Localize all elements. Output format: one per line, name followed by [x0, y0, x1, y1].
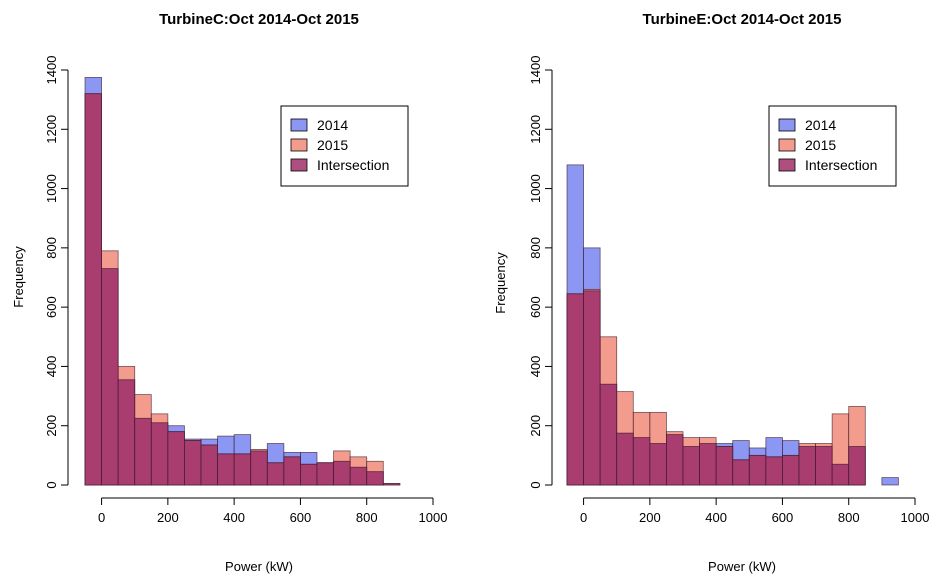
y-tick-label: 600	[528, 296, 543, 318]
y-axis-label: Frequency	[11, 246, 26, 308]
x-axis-label: Power (kW)	[225, 559, 293, 574]
bar-intersection-13	[300, 463, 318, 486]
x-tick-label: 600	[772, 510, 794, 525]
bar-intersection-16	[831, 463, 850, 486]
chart-title: TurbineE:Oct 2014-Oct 2015	[643, 11, 842, 28]
legend-label-intersection: Intersection	[805, 157, 877, 173]
bar-intersection-15	[333, 460, 351, 486]
bar-intersection-11	[748, 454, 767, 486]
bar-intersection-18	[382, 483, 401, 486]
y-tick-label: 1400	[44, 56, 59, 85]
bar-intersection-8	[699, 443, 717, 486]
bar-intersection-5	[649, 443, 667, 486]
bar-intersection-10	[250, 450, 268, 486]
bar-2014-19	[881, 477, 899, 486]
x-tick-label: 1000	[901, 510, 930, 525]
x-tick-label: 800	[356, 510, 378, 525]
bar-intersection-1	[101, 268, 119, 486]
bar-intersection-0	[566, 293, 584, 486]
bar-intersection-8	[217, 453, 235, 486]
bar-intersection-16	[349, 466, 368, 486]
bar-intersection-5	[167, 431, 185, 486]
bar-intersection-14	[798, 446, 816, 486]
x-tick-label: 200	[639, 510, 661, 525]
y-tick-label: 1200	[44, 115, 59, 144]
bars-layer	[566, 164, 899, 486]
x-tick-label: 800	[838, 510, 860, 525]
bar-intersection-12	[765, 456, 783, 486]
y-tick-label: 800	[44, 237, 59, 259]
legend-swatch-2014	[290, 118, 308, 132]
legend-label-2014: 2014	[317, 117, 348, 133]
y-axis-label: Frequency	[493, 252, 508, 314]
bar-intersection-3	[134, 417, 152, 486]
bar-intersection-7	[200, 444, 218, 486]
bar-intersection-6	[666, 434, 684, 486]
bars-layer	[84, 77, 401, 486]
legend: 2014 2015 Intersection	[280, 105, 409, 187]
legend-swatch-2014	[778, 118, 796, 132]
x-tick-label: 600	[290, 510, 312, 525]
legend-swatch-2015	[778, 138, 796, 152]
axes-layer: 0 200 400 600 800 1000 0 200 400 600 800 1000 1200 14…	[528, 56, 929, 525]
bar-intersection-0	[84, 93, 102, 486]
bar-intersection-4	[150, 422, 169, 486]
bar-intersection-11	[266, 462, 285, 486]
legend-label-2014: 2014	[805, 117, 836, 133]
x-tick-label: 400	[705, 510, 727, 525]
legend-label-intersection: Intersection	[317, 157, 389, 173]
bar-intersection-3	[616, 432, 634, 486]
y-tick-label: 1000	[44, 174, 59, 203]
y-tick-label: 0	[528, 481, 543, 488]
bar-intersection-14	[316, 462, 334, 486]
chart-turbine-e: TurbineE:Oct 2014-Oct 2015 Power (kW) Fr…	[493, 11, 929, 574]
y-tick-label: 1200	[528, 115, 543, 144]
chart-title: TurbineC:Oct 2014-Oct 2015	[159, 11, 359, 28]
bar-intersection-9	[233, 453, 252, 486]
bar-intersection-9	[715, 446, 734, 486]
bar-intersection-10	[732, 459, 750, 486]
bar-intersection-17	[366, 471, 384, 486]
bar-intersection-4	[632, 437, 651, 486]
legend-swatch-intersection	[778, 158, 796, 172]
x-tick-label: 0	[580, 510, 587, 525]
y-tick-label: 400	[44, 356, 59, 378]
bar-intersection-13	[782, 454, 800, 486]
bar-intersection-17	[848, 446, 866, 486]
legend-swatch-2015	[290, 138, 308, 152]
legend-label-2015: 2015	[805, 137, 836, 153]
x-tick-label: 200	[157, 510, 179, 525]
bar-intersection-12	[283, 456, 301, 486]
x-tick-label: 1000	[419, 510, 448, 525]
x-axis-label: Power (kW)	[708, 559, 776, 574]
bar-intersection-2	[117, 379, 136, 486]
y-tick-label: 1000	[528, 174, 543, 203]
y-tick-label: 200	[528, 415, 543, 437]
y-tick-label: 200	[44, 415, 59, 437]
y-tick-label: 800	[528, 237, 543, 259]
chart-turbine-c: TurbineC:Oct 2014-Oct 2015 Power (kW) Fr…	[11, 11, 447, 574]
legend-swatch-intersection	[290, 158, 308, 172]
bar-intersection-2	[599, 383, 618, 486]
axes-layer: 0 200 400 600 800 1000 0 200 400 600 800 1000 1200 14…	[44, 56, 447, 525]
bar-intersection-6	[184, 440, 202, 486]
y-tick-label: 400	[528, 356, 543, 378]
x-tick-label: 400	[223, 510, 245, 525]
y-tick-label: 1400	[528, 56, 543, 85]
x-tick-label: 0	[98, 510, 105, 525]
y-tick-label: 0	[44, 481, 59, 488]
bar-intersection-15	[815, 446, 833, 486]
legend: 2014 2015 Intersection	[768, 105, 897, 187]
y-tick-label: 600	[44, 296, 59, 318]
legend-label-2015: 2015	[317, 137, 348, 153]
bar-intersection-7	[682, 446, 700, 486]
bar-intersection-1	[583, 290, 601, 486]
